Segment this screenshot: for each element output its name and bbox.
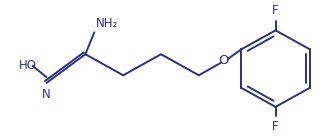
Text: O: O [218,54,229,67]
Text: N: N [42,88,51,101]
Text: HO: HO [18,59,37,72]
Text: NH₂: NH₂ [96,17,119,30]
Text: F: F [272,4,279,17]
Text: F: F [272,120,279,133]
